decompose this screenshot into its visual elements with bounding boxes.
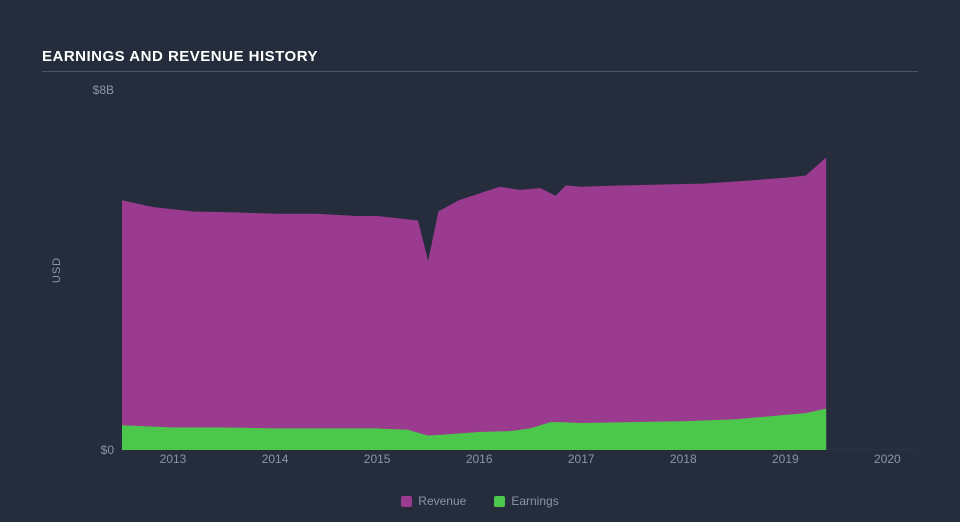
legend-label-revenue: Revenue — [418, 494, 466, 508]
series-revenue — [122, 158, 826, 451]
y-axis-title: USD — [51, 257, 63, 283]
legend-item-revenue: Revenue — [401, 494, 466, 508]
legend-item-earnings: Earnings — [494, 494, 558, 508]
y-axis: USD $0$8B — [62, 90, 122, 450]
chart-container: EARNINGS AND REVENUE HISTORY USD $0$8B 2… — [0, 0, 960, 522]
legend-label-earnings: Earnings — [511, 494, 558, 508]
plot-region — [122, 90, 918, 450]
x-tick-label: 2020 — [874, 452, 901, 466]
x-tick-label: 2018 — [670, 452, 697, 466]
chart-area: USD $0$8B 201320142015201620172018201920… — [62, 90, 918, 450]
legend: Revenue Earnings — [0, 494, 960, 508]
y-tick-label: $0 — [101, 443, 114, 457]
x-tick-label: 2014 — [262, 452, 289, 466]
x-tick-label: 2016 — [466, 452, 493, 466]
x-axis: 2013 2014 2015 2016 2017 2018 2019 2020 — [122, 452, 918, 472]
legend-swatch-earnings — [494, 496, 505, 507]
legend-swatch-revenue — [401, 496, 412, 507]
y-tick-label: $8B — [93, 83, 114, 97]
chart-title: EARNINGS AND REVENUE HISTORY — [42, 48, 918, 65]
area-chart-svg — [122, 90, 918, 450]
x-tick-label: 2013 — [160, 452, 187, 466]
x-tick-label: 2015 — [364, 452, 391, 466]
x-tick-label: 2017 — [568, 452, 595, 466]
title-underline — [42, 71, 918, 72]
x-tick-label: 2019 — [772, 452, 799, 466]
